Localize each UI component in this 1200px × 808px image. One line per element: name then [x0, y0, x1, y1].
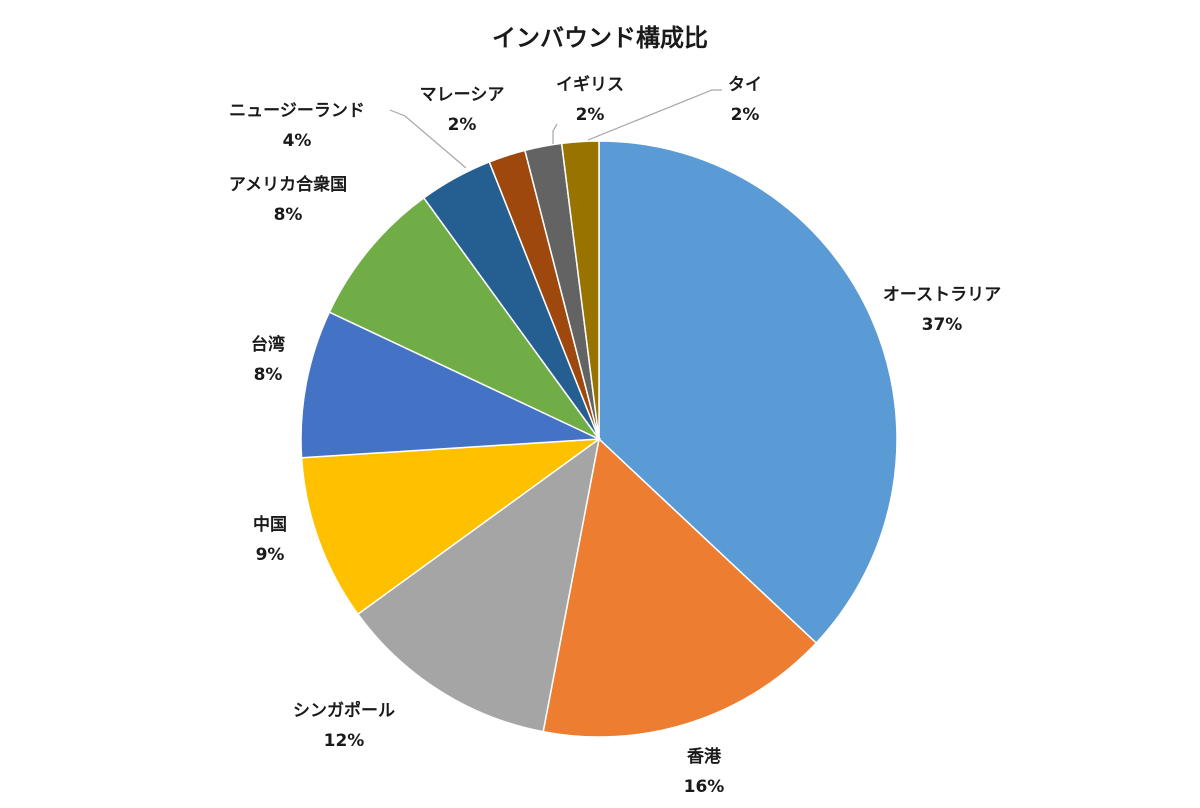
pie-slice — [328, 196, 600, 440]
pie-slice — [300, 438, 602, 616]
slice-label-name: オーストラリア — [883, 285, 1001, 305]
slice-label-name: シンガポール — [293, 700, 395, 721]
slice-label-value: 37% — [922, 315, 963, 335]
slice-label-value: 2% — [448, 115, 477, 135]
slice-label-value: 2% — [731, 105, 760, 125]
slice-label-name: イギリス — [556, 75, 624, 95]
slice-label-value: 8% — [274, 205, 303, 225]
slice-label-name: ニュージーランド — [229, 101, 365, 121]
pie-slice — [356, 437, 601, 733]
slice-labels-layer: オーストラリア 37% 香港 16% シンガポール 12% 中国 9% 台湾 8% アメリカ合衆国 8… — [229, 75, 1001, 797]
slice-label-value: 2% — [576, 105, 605, 125]
pie-slice — [598, 140, 898, 645]
leader-lines-layer — [389, 89, 722, 169]
leader-line — [389, 109, 467, 169]
slice-label-name: アメリカ合衆国 — [229, 174, 347, 195]
slices-layer — [300, 140, 898, 738]
slice-label-name: タイ — [728, 75, 762, 95]
pie-slice — [560, 140, 600, 440]
pie-slice — [300, 311, 600, 459]
chart-title: インバウンド構成比 — [492, 24, 708, 52]
slice-label-value: 12% — [324, 731, 365, 751]
slice-label-name: マレーシア — [420, 85, 505, 105]
slice-label-value: 16% — [684, 777, 725, 797]
pie-slice — [542, 437, 818, 738]
slice-label-name: 香港 — [687, 746, 722, 767]
slice-label-name: 台湾 — [251, 334, 285, 355]
leader-line — [552, 123, 558, 144]
slice-label-value: 4% — [283, 131, 312, 151]
slice-label-name: 中国 — [253, 514, 287, 535]
slice-label-value: 9% — [256, 545, 285, 565]
slice-label-value: 8% — [254, 365, 283, 385]
leader-line — [587, 89, 722, 141]
